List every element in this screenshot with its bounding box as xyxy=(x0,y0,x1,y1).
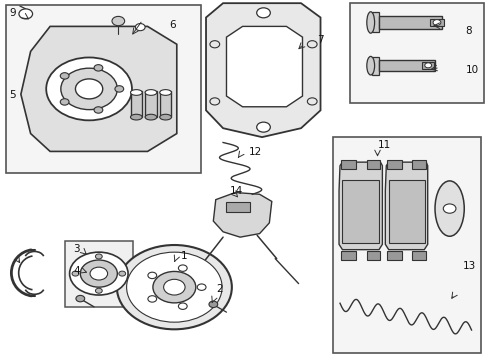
Bar xyxy=(160,91,172,117)
Circle shape xyxy=(178,303,187,309)
Circle shape xyxy=(257,122,270,132)
Circle shape xyxy=(148,272,157,279)
Circle shape xyxy=(94,65,103,71)
Circle shape xyxy=(117,245,232,329)
Circle shape xyxy=(148,296,157,302)
Bar xyxy=(226,202,250,212)
Bar xyxy=(412,251,426,260)
Circle shape xyxy=(433,19,441,25)
Bar xyxy=(387,251,402,260)
Circle shape xyxy=(443,204,456,213)
Text: 3: 3 xyxy=(74,244,80,253)
Circle shape xyxy=(197,284,206,291)
Text: 10: 10 xyxy=(466,65,479,75)
Circle shape xyxy=(80,260,117,287)
Bar xyxy=(145,91,157,117)
Text: 14: 14 xyxy=(229,186,243,197)
Circle shape xyxy=(112,17,124,26)
Ellipse shape xyxy=(130,114,142,120)
Ellipse shape xyxy=(367,57,374,75)
Ellipse shape xyxy=(145,90,157,95)
Bar xyxy=(412,160,426,169)
Bar xyxy=(379,60,435,71)
Ellipse shape xyxy=(160,90,172,95)
Circle shape xyxy=(119,271,125,276)
Circle shape xyxy=(96,254,102,259)
Polygon shape xyxy=(213,193,272,237)
Ellipse shape xyxy=(435,181,464,236)
Bar xyxy=(350,3,484,103)
Circle shape xyxy=(61,68,117,110)
Circle shape xyxy=(178,265,187,271)
Ellipse shape xyxy=(145,114,157,120)
Circle shape xyxy=(135,23,145,31)
Polygon shape xyxy=(385,162,428,249)
Circle shape xyxy=(164,279,185,295)
Bar xyxy=(367,251,380,260)
Polygon shape xyxy=(21,26,177,152)
Bar xyxy=(379,16,442,29)
Text: 4: 4 xyxy=(74,266,80,276)
Bar xyxy=(372,12,379,32)
Circle shape xyxy=(60,99,69,105)
Bar xyxy=(341,251,356,260)
Circle shape xyxy=(425,63,432,68)
Bar xyxy=(372,57,379,75)
Bar xyxy=(430,18,444,26)
Circle shape xyxy=(126,252,222,322)
Bar xyxy=(6,5,201,173)
Bar xyxy=(343,180,379,243)
Bar xyxy=(341,160,356,169)
Circle shape xyxy=(153,271,196,303)
Text: 2: 2 xyxy=(217,284,223,294)
Text: 11: 11 xyxy=(377,140,391,150)
Circle shape xyxy=(60,73,69,79)
Ellipse shape xyxy=(130,90,142,95)
Circle shape xyxy=(96,288,102,293)
Circle shape xyxy=(115,86,123,92)
Text: 12: 12 xyxy=(249,147,262,157)
Text: 13: 13 xyxy=(463,261,477,271)
Ellipse shape xyxy=(367,12,374,33)
Ellipse shape xyxy=(160,114,172,120)
Circle shape xyxy=(19,9,32,19)
Text: 8: 8 xyxy=(466,26,472,36)
Text: 9: 9 xyxy=(9,8,16,18)
Circle shape xyxy=(76,296,85,302)
Polygon shape xyxy=(339,162,382,249)
Bar xyxy=(333,137,481,353)
Polygon shape xyxy=(206,3,320,137)
Text: 1: 1 xyxy=(181,251,187,261)
Circle shape xyxy=(75,79,103,99)
Bar xyxy=(389,180,425,243)
Text: 7: 7 xyxy=(317,35,324,45)
Circle shape xyxy=(90,267,108,280)
Text: 5: 5 xyxy=(9,90,16,100)
Circle shape xyxy=(94,107,103,113)
Circle shape xyxy=(70,252,128,295)
Bar xyxy=(387,160,402,169)
Circle shape xyxy=(72,271,79,276)
Circle shape xyxy=(257,8,270,18)
Polygon shape xyxy=(226,26,302,107)
Bar xyxy=(422,62,434,68)
Circle shape xyxy=(46,58,132,120)
Bar xyxy=(130,91,142,117)
Bar xyxy=(65,241,133,307)
Bar xyxy=(367,160,380,169)
Circle shape xyxy=(209,301,218,307)
Text: 6: 6 xyxy=(170,20,176,30)
